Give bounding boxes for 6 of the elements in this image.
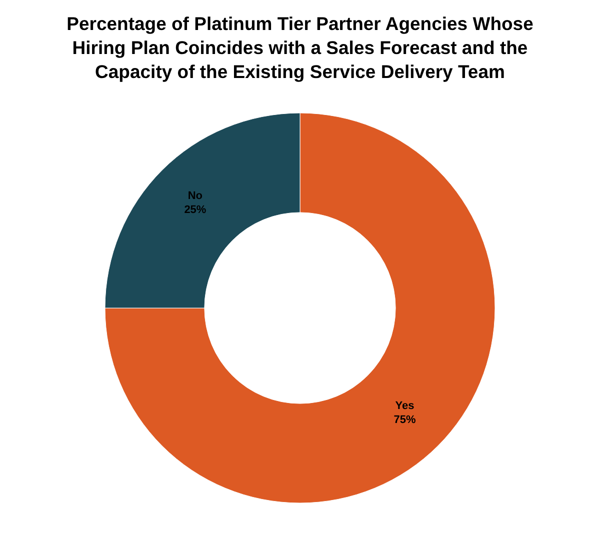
data-label: 25% [184, 204, 206, 216]
chart-title: Percentage of Platinum Tier Partner Agencies Whose Hiring Plan Coincides with a Sales Forecast and the Capacity of the Existing Service Delivery Team [66, 13, 534, 82]
donut-slice [104, 112, 496, 504]
data-label: 75% [394, 414, 416, 426]
slice-label: Yes [395, 400, 414, 412]
slice-label: No [188, 190, 203, 202]
